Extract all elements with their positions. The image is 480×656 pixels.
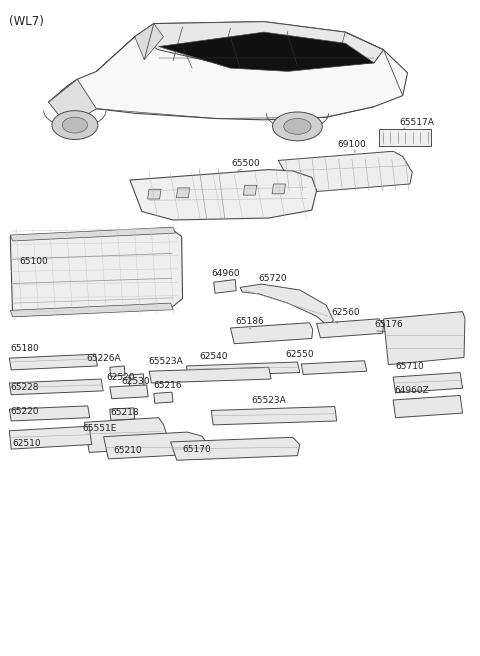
Polygon shape — [243, 185, 257, 195]
Polygon shape — [9, 426, 92, 449]
Polygon shape — [158, 32, 374, 72]
Polygon shape — [104, 432, 211, 459]
Ellipse shape — [52, 111, 98, 140]
Polygon shape — [48, 22, 408, 120]
Text: 65551E: 65551E — [82, 424, 117, 433]
Polygon shape — [176, 188, 190, 197]
Polygon shape — [278, 152, 412, 193]
Polygon shape — [9, 354, 97, 370]
Ellipse shape — [62, 117, 87, 133]
Text: 65176: 65176 — [374, 320, 403, 329]
Polygon shape — [135, 24, 163, 60]
Text: 65720: 65720 — [258, 274, 287, 283]
Text: 65517A: 65517A — [399, 118, 434, 127]
Polygon shape — [135, 22, 384, 70]
Polygon shape — [149, 367, 271, 383]
Text: 65523A: 65523A — [148, 357, 183, 366]
Text: 62510: 62510 — [12, 440, 41, 449]
Text: 65710: 65710 — [396, 361, 424, 371]
Text: 69100: 69100 — [337, 140, 366, 150]
Text: 65226A: 65226A — [86, 354, 120, 363]
Text: 64960: 64960 — [211, 268, 240, 277]
Text: 64960Z: 64960Z — [394, 386, 429, 395]
Polygon shape — [10, 228, 182, 316]
Text: 62530: 62530 — [121, 377, 150, 386]
Text: 65180: 65180 — [10, 344, 39, 353]
Polygon shape — [9, 406, 90, 421]
Text: 65170: 65170 — [182, 445, 211, 455]
Polygon shape — [130, 170, 317, 220]
Polygon shape — [230, 323, 313, 344]
Polygon shape — [240, 284, 333, 327]
Text: 62560: 62560 — [331, 308, 360, 317]
Text: 65228: 65228 — [10, 383, 39, 392]
Polygon shape — [110, 366, 125, 377]
Text: 65210: 65210 — [113, 446, 142, 455]
Polygon shape — [214, 279, 236, 293]
Polygon shape — [393, 396, 463, 418]
Polygon shape — [9, 379, 103, 395]
Polygon shape — [10, 227, 175, 241]
Polygon shape — [10, 303, 173, 317]
Text: 65186: 65186 — [235, 317, 264, 326]
Text: 62540: 62540 — [199, 352, 228, 361]
Polygon shape — [170, 438, 300, 461]
Text: 65523A: 65523A — [252, 396, 286, 405]
Ellipse shape — [284, 119, 311, 134]
Polygon shape — [301, 361, 367, 375]
Text: 62520: 62520 — [106, 373, 134, 382]
Text: (WL7): (WL7) — [9, 15, 44, 28]
Polygon shape — [379, 129, 432, 146]
Polygon shape — [272, 184, 286, 194]
Polygon shape — [110, 385, 148, 399]
Text: 65216: 65216 — [153, 381, 181, 390]
Polygon shape — [154, 392, 173, 403]
Text: 62550: 62550 — [286, 350, 314, 359]
Ellipse shape — [273, 112, 323, 141]
Polygon shape — [129, 374, 144, 392]
Polygon shape — [317, 319, 384, 338]
Polygon shape — [393, 373, 463, 393]
Polygon shape — [211, 407, 336, 425]
Polygon shape — [84, 418, 168, 453]
Polygon shape — [148, 189, 161, 199]
Text: 65500: 65500 — [232, 159, 261, 168]
Text: 65220: 65220 — [10, 407, 39, 417]
Text: 65100: 65100 — [19, 256, 48, 266]
Polygon shape — [110, 408, 135, 420]
Polygon shape — [48, 79, 96, 127]
Polygon shape — [384, 312, 465, 365]
Polygon shape — [186, 362, 300, 377]
Text: 65218: 65218 — [111, 408, 139, 417]
